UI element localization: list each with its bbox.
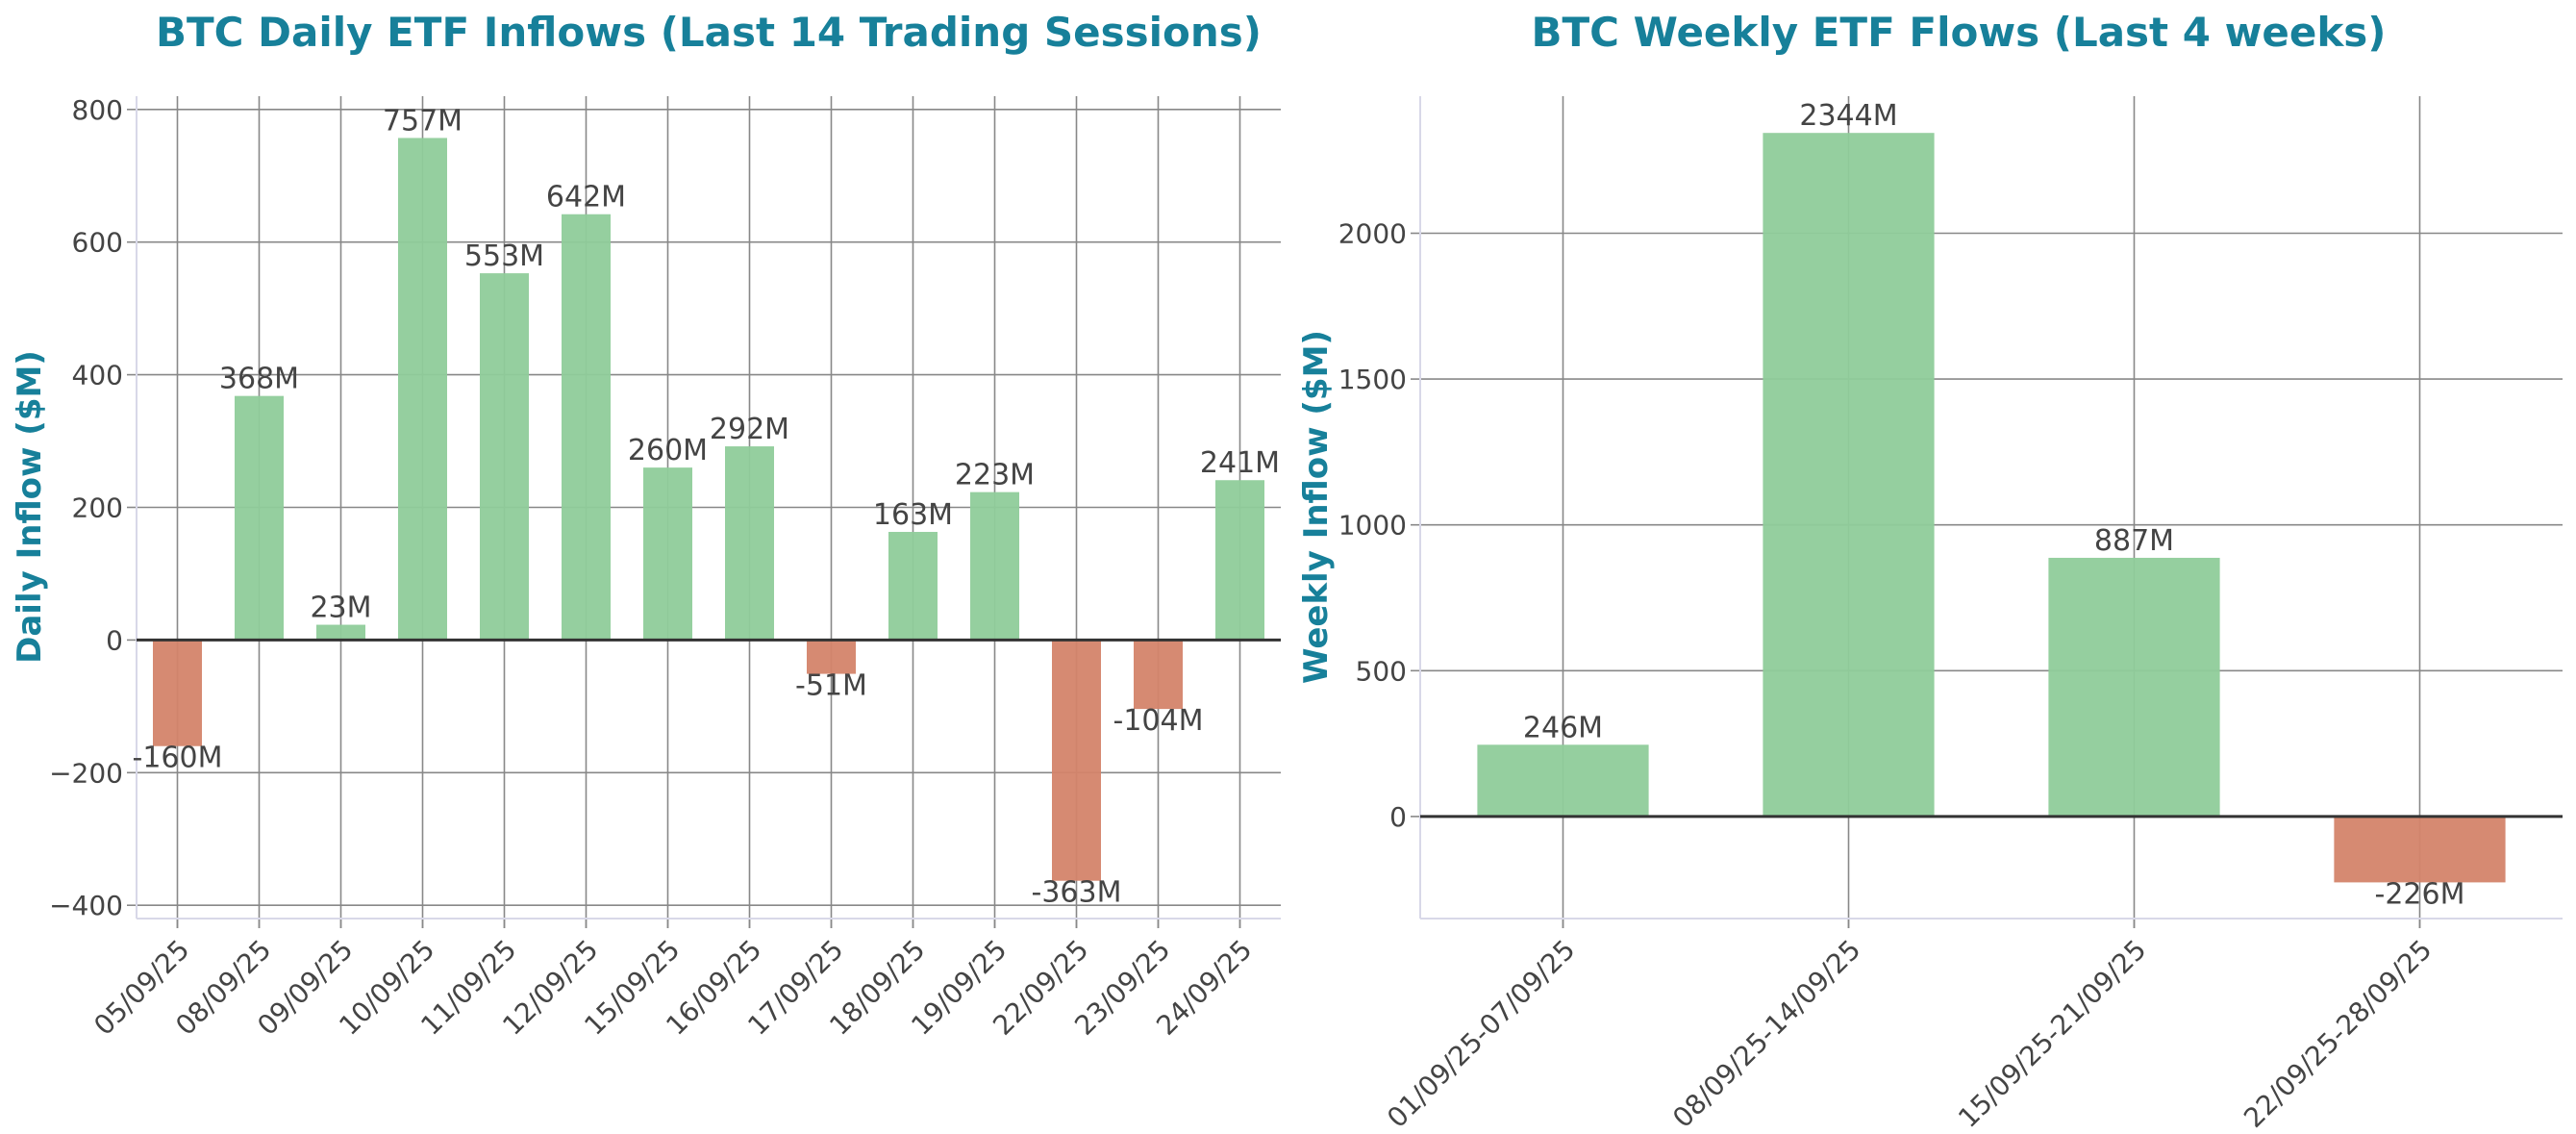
grid xyxy=(1411,96,2563,928)
y-axis-label: Weekly Inflow ($M) xyxy=(1297,330,1336,684)
y-tick-label: 600 xyxy=(72,227,123,259)
y-tick-label: 400 xyxy=(72,360,123,391)
grid xyxy=(127,96,1281,928)
bar-24-09-25 xyxy=(1215,480,1264,641)
data-label: 368M xyxy=(219,363,299,396)
daily-inflows-chart: BTC Daily ETF Inflows (Last 14 Trading S… xyxy=(11,9,1281,1042)
y-tick-label: 1500 xyxy=(1338,364,1407,395)
chart-title: BTC Daily ETF Inflows (Last 14 Trading S… xyxy=(156,9,1262,56)
data-label: -160M xyxy=(133,742,223,775)
bar-19-09-25 xyxy=(970,491,1019,641)
y-tick-label: 0 xyxy=(1389,801,1407,833)
weekly-flows-chart: BTC Weekly ETF Flows (Last 4 weeks) Week… xyxy=(1297,9,2563,1134)
data-label: 642M xyxy=(546,181,626,214)
data-label: 757M xyxy=(383,104,463,138)
bar-12-09-25 xyxy=(562,214,611,641)
data-label: 223M xyxy=(955,459,1035,492)
bar-18-09-25 xyxy=(888,532,938,641)
data-label: -363M xyxy=(1032,876,1122,910)
data-label: 246M xyxy=(1523,711,1603,744)
data-label: -104M xyxy=(1113,704,1204,738)
data-label: 241M xyxy=(1200,446,1280,480)
data-label: 292M xyxy=(710,413,789,446)
x-tick-label: 15/09/25-21/09/25 xyxy=(1952,934,2152,1130)
bar-10-09-25 xyxy=(398,138,447,641)
y-tick-label: 2000 xyxy=(1338,218,1407,250)
bar-22-09-25 xyxy=(1052,640,1101,881)
x-tick-label: 08/09/25-14/09/25 xyxy=(1666,934,1866,1130)
bar-09-09-25 xyxy=(316,624,365,641)
bar-05-09-25 xyxy=(153,640,202,746)
y-tick-label: 500 xyxy=(1356,655,1407,687)
y-axis-label: Daily Inflow ($M) xyxy=(11,350,49,664)
bar-11-09-25 xyxy=(480,273,529,641)
y-tick-label: 1000 xyxy=(1338,510,1407,542)
y-tick-label: −200 xyxy=(49,757,123,789)
bar-08-09-25-14-09-25 xyxy=(1763,133,1935,817)
bar-15-09-25-21-09-25 xyxy=(2048,557,2220,817)
y-tick-label: −400 xyxy=(49,890,123,921)
bar-01-09-25-07-09-25 xyxy=(1477,744,1649,817)
bar-08-09-25 xyxy=(235,395,284,641)
y-tick-label: 0 xyxy=(106,624,123,656)
data-label: 887M xyxy=(2094,524,2174,558)
bar-15-09-25 xyxy=(643,467,692,641)
chart-title: BTC Weekly ETF Flows (Last 4 weeks) xyxy=(1532,9,2387,56)
y-tick-label: 200 xyxy=(72,492,123,524)
x-tick-label: 22/09/25-28/09/25 xyxy=(2238,934,2438,1130)
data-label: 553M xyxy=(464,239,544,273)
x-tick-label: 01/09/25-07/09/25 xyxy=(1381,934,1581,1130)
data-label: 260M xyxy=(628,434,708,467)
data-label: 23M xyxy=(310,592,371,625)
bar-17-09-25 xyxy=(807,640,856,674)
bar-23-09-25 xyxy=(1134,640,1183,710)
data-label: -226M xyxy=(2375,877,2465,911)
bar-16-09-25 xyxy=(725,446,774,641)
data-label: 163M xyxy=(873,498,953,532)
y-tick-label: 800 xyxy=(72,94,123,126)
bar-22-09-25-28-09-25 xyxy=(2334,816,2506,883)
data-label: 2344M xyxy=(1799,99,1897,133)
data-label: -51M xyxy=(795,669,867,703)
